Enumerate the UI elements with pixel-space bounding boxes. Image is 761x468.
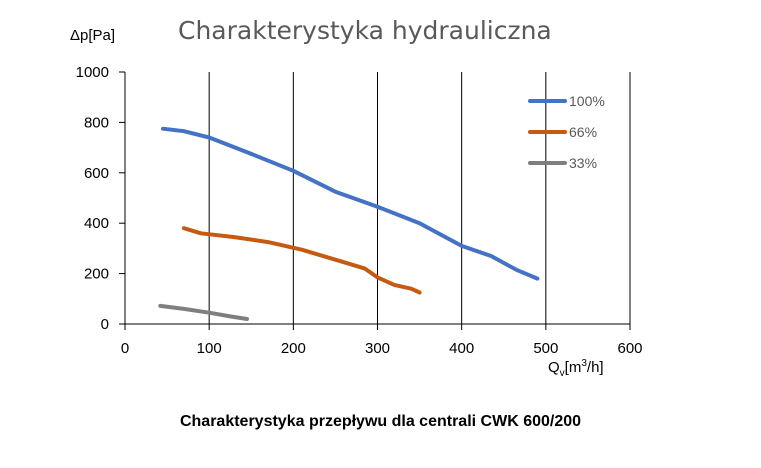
legend-label: 100% [569,93,605,109]
y-tick-label: 400 [84,215,109,232]
y-tick-label: 600 [84,165,109,182]
y-tick-label: 200 [84,266,109,283]
axes [119,71,631,330]
figure-caption: Charakterystyka przepływu dla centrali C… [179,413,582,430]
legend-label: 66% [569,124,597,140]
x-tick-label: 100 [197,340,222,357]
grid-lines [208,72,631,324]
x-axis-label-sup: 3 [581,358,587,369]
legend: 100% 66% 33% [528,93,605,171]
x-tick-label: 600 [617,340,642,357]
legend-label: 33% [569,155,597,171]
chart-title: Charakterystyka hydrauliczna [178,16,552,45]
series-line-33pct [158,303,249,321]
y-tick-label: 0 [101,316,109,333]
x-tick-label: 200 [281,340,306,357]
x-tick-label: 300 [365,340,390,357]
x-axis-label-main: Q [548,359,560,376]
series-line-100pct [160,126,540,281]
chart: 0 200 400 600 800 1000 0 100 200 300 400 500 600 100… [76,64,643,357]
y-tick-label: 800 [84,114,109,131]
x-axis-label: Qv[m3/h] [548,358,604,379]
y-axis-label: Δp[Pa] [70,27,116,44]
series-line-66pct [181,226,422,295]
tick-labels: 0 200 400 600 800 1000 0 100 200 300 400 500 600 [76,64,643,357]
x-axis-label-pre: [m [564,359,582,376]
x-tick-label: 0 [121,340,129,357]
x-tick-label: 500 [533,340,558,357]
x-axis-label-post: /h] [586,359,604,376]
series-lines [158,126,540,321]
x-tick-label: 400 [449,340,474,357]
y-tick-label: 1000 [76,64,109,81]
x-axis-label-sub: v [559,368,565,379]
